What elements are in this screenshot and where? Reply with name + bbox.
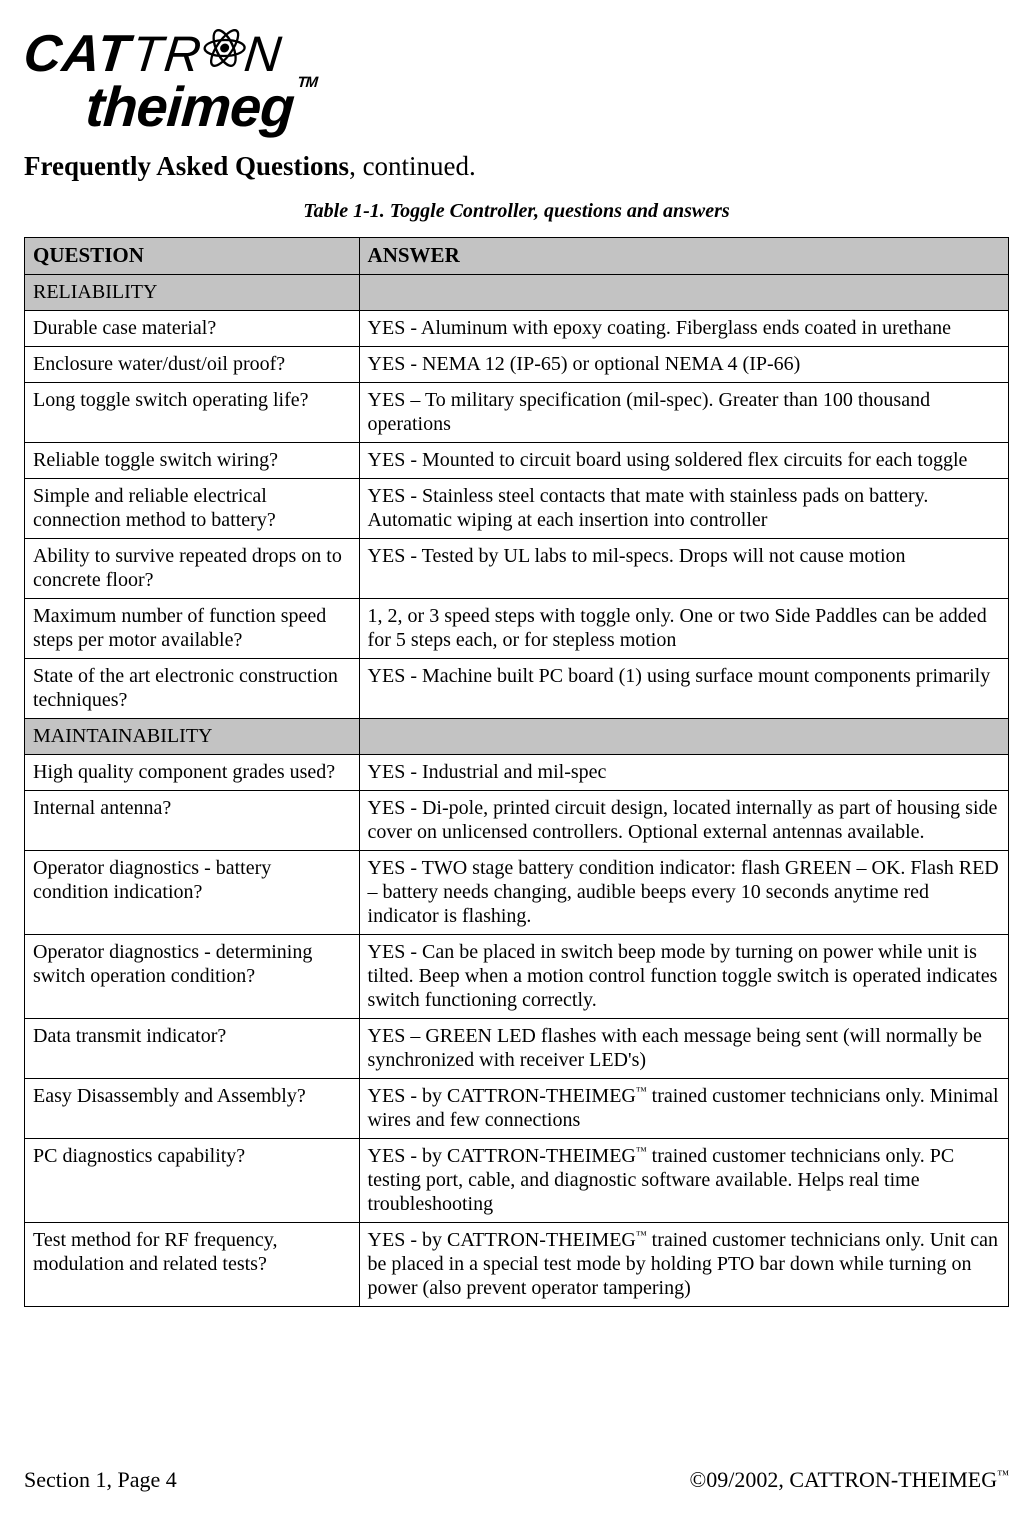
table-cell-answer: YES - Can be placed in switch beep mode … <box>359 935 1008 1019</box>
table-cell-answer: YES – To military specification (mil-spe… <box>359 383 1008 443</box>
table-cell-question: Data transmit indicator? <box>25 1019 360 1079</box>
table-cell-answer: YES - Stainless steel contacts that mate… <box>359 479 1008 539</box>
table-row: Internal antenna?YES - Di-pole, printed … <box>25 791 1009 851</box>
table-cell-answer: YES - by CATTRON-THEIMEG™ trained custom… <box>359 1223 1008 1307</box>
table-section-title: RELIABILITY <box>25 275 360 311</box>
table-row: Operator diagnostics - battery condition… <box>25 851 1009 935</box>
table-cell-answer: 1, 2, or 3 speed steps with toggle only.… <box>359 599 1008 659</box>
table-section-row: RELIABILITY <box>25 275 1009 311</box>
logo: CAT TR N theimegTM <box>24 24 1009 139</box>
answer-tm: ™ <box>636 1146 647 1158</box>
table-cell-question: Enclosure water/dust/oil proof? <box>25 347 360 383</box>
table-cell-answer: YES - Aluminum with epoxy coating. Fiber… <box>359 311 1008 347</box>
faq-heading-bold: Frequently Asked Questions <box>24 151 349 181</box>
logo-theimeg-text: theimeg <box>84 75 296 138</box>
table-row: Ability to survive repeated drops on to … <box>25 539 1009 599</box>
table-cell-answer: YES - NEMA 12 (IP-65) or optional NEMA 4… <box>359 347 1008 383</box>
table-header-answer: ANSWER <box>359 238 1008 275</box>
table-cell-answer: YES - by CATTRON-THEIMEG™ trained custom… <box>359 1079 1008 1139</box>
table-cell-question: Simple and reliable electrical connectio… <box>25 479 360 539</box>
table-cell-question: PC diagnostics capability? <box>25 1139 360 1223</box>
table-cell-answer: YES - Machine built PC board (1) using s… <box>359 659 1008 719</box>
table-row: Long toggle switch operating life?YES – … <box>25 383 1009 443</box>
answer-text-pre: YES - by CATTRON-THEIMEG <box>368 1145 636 1167</box>
table-header-row: QUESTION ANSWER <box>25 238 1009 275</box>
footer-right: ©09/2002, CATTRON-THEIMEG™ <box>690 1467 1009 1493</box>
table-cell-question: Long toggle switch operating life? <box>25 383 360 443</box>
table-section-blank <box>359 719 1008 755</box>
table-cell-answer: YES - Industrial and mil-spec <box>359 755 1008 791</box>
footer-right-text: ©09/2002, CATTRON-THEIMEG <box>690 1467 998 1492</box>
table-caption: Table 1-1. Toggle Controller, questions … <box>24 200 1009 223</box>
table-cell-answer: YES – GREEN LED flashes with each messag… <box>359 1019 1008 1079</box>
table-row: Test method for RF frequency, modulation… <box>25 1223 1009 1307</box>
table-cell-question: Durable case material? <box>25 311 360 347</box>
table-section-row: MAINTAINABILITY <box>25 719 1009 755</box>
footer: Section 1, Page 4 ©09/2002, CATTRON-THEI… <box>24 1467 1009 1493</box>
table-row: State of the art electronic construction… <box>25 659 1009 719</box>
table-cell-question: High quality component grades used? <box>25 755 360 791</box>
faq-heading: Frequently Asked Questions, continued. <box>24 151 1009 182</box>
table-section-title: MAINTAINABILITY <box>25 719 360 755</box>
table-cell-answer: YES - Tested by UL labs to mil-specs. Dr… <box>359 539 1008 599</box>
answer-tm: ™ <box>636 1230 647 1242</box>
footer-tm: ™ <box>997 1468 1009 1482</box>
table-header-question: QUESTION <box>25 238 360 275</box>
logo-theimeg: theimegTM <box>84 74 1012 139</box>
table-row: Data transmit indicator?YES – GREEN LED … <box>25 1019 1009 1079</box>
table-row: Durable case material?YES - Aluminum wit… <box>25 311 1009 347</box>
table-cell-answer: YES - TWO stage battery condition indica… <box>359 851 1008 935</box>
answer-tm: ™ <box>636 1086 647 1098</box>
table-cell-question: Reliable toggle switch wiring? <box>25 443 360 479</box>
qa-table: QUESTION ANSWER RELIABILITYDurable case … <box>24 237 1009 1307</box>
table-cell-question: State of the art electronic construction… <box>25 659 360 719</box>
answer-text-pre: YES - by CATTRON-THEIMEG <box>368 1085 636 1107</box>
table-row: High quality component grades used?YES -… <box>25 755 1009 791</box>
table-cell-answer: YES - by CATTRON-THEIMEG™ trained custom… <box>359 1139 1008 1223</box>
table-row: Enclosure water/dust/oil proof?YES - NEM… <box>25 347 1009 383</box>
table-row: Simple and reliable electrical connectio… <box>25 479 1009 539</box>
answer-text-pre: YES - by CATTRON-THEIMEG <box>368 1229 636 1251</box>
logo-tm: TM <box>297 74 318 91</box>
table-row: Operator diagnostics - determining switc… <box>25 935 1009 1019</box>
table-row: PC diagnostics capability?YES - by CATTR… <box>25 1139 1009 1223</box>
table-row: Easy Disassembly and Assembly?YES - by C… <box>25 1079 1009 1139</box>
table-row: Maximum number of function speed steps p… <box>25 599 1009 659</box>
table-cell-question: Maximum number of function speed steps p… <box>25 599 360 659</box>
footer-left: Section 1, Page 4 <box>24 1467 177 1493</box>
table-cell-question: Internal antenna? <box>25 791 360 851</box>
table-cell-answer: YES - Di-pole, printed circuit design, l… <box>359 791 1008 851</box>
table-cell-question: Operator diagnostics - battery condition… <box>25 851 360 935</box>
table-cell-question: Easy Disassembly and Assembly? <box>25 1079 360 1139</box>
page: CAT TR N theimegTM <box>0 0 1033 1523</box>
table-cell-question: Test method for RF frequency, modulation… <box>25 1223 360 1307</box>
table-cell-question: Operator diagnostics - determining switc… <box>25 935 360 1019</box>
table-cell-question: Ability to survive repeated drops on to … <box>25 539 360 599</box>
table-section-blank <box>359 275 1008 311</box>
table-row: Reliable toggle switch wiring?YES - Moun… <box>25 443 1009 479</box>
table-cell-answer: YES - Mounted to circuit board using sol… <box>359 443 1008 479</box>
faq-heading-rest: , continued. <box>349 151 476 181</box>
